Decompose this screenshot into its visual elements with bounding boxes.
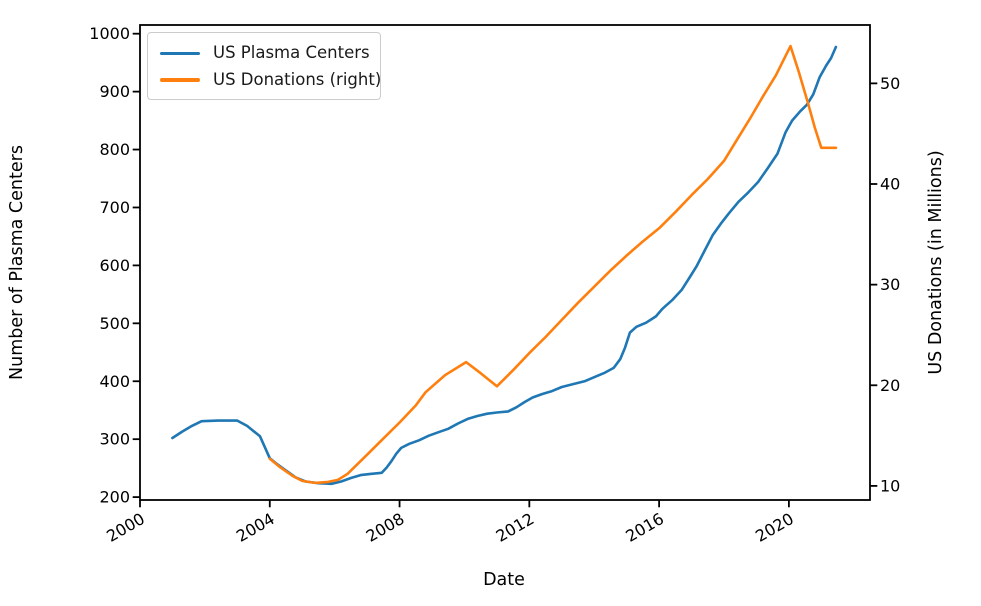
- y-tick-label-right: 30: [880, 275, 900, 294]
- legend-item-us-donations: US Donations (right): [160, 67, 381, 94]
- x-tick-label: 2016: [622, 509, 667, 546]
- legend: US Plasma Centers US Donations (right): [147, 32, 381, 100]
- legend-label: US Donations (right): [213, 69, 382, 89]
- y-tick-label-left: 600: [99, 256, 130, 275]
- series-line-us-donations-right: [268, 44, 838, 485]
- plot-area: 2000 2004 2008 2012 2016 2020 200 300 400 500 600 7…: [89, 24, 900, 546]
- x-tick-label: 2012: [493, 509, 538, 546]
- x-tick-label: 2000: [103, 509, 148, 546]
- y-tick-label-left: 500: [99, 314, 130, 333]
- series-line-us-plasma-centers: [171, 45, 838, 486]
- y-axis-label-right: US Donations (in Millions): [926, 150, 946, 374]
- y-tick-label-left: 1000: [89, 24, 130, 43]
- x-tick-label: 2004: [233, 509, 278, 546]
- y-axis-label-left: Number of Plasma Centers: [7, 145, 27, 380]
- legend-line-swatch-blue: [160, 51, 200, 55]
- x-tick-label: 2020: [752, 509, 797, 546]
- y-tick-label-left: 200: [99, 488, 130, 507]
- y-tick-label-left: 700: [99, 198, 130, 217]
- legend-label: US Plasma Centers: [213, 43, 370, 62]
- y-tick-label-right: 10: [880, 476, 900, 495]
- y-tick-label-right: 50: [880, 74, 900, 93]
- plot-border: [139, 24, 871, 501]
- legend-item-us-plasma-centers: US Plasma Centers: [160, 40, 370, 67]
- y-tick-label-left: 400: [99, 372, 130, 391]
- y-tick-label-left: 300: [99, 430, 130, 449]
- y-tick-label-right: 20: [880, 376, 900, 395]
- y-tick-label-left: 800: [99, 140, 130, 159]
- y-tick-label-left: 900: [99, 82, 130, 101]
- x-axis-label: Date: [483, 570, 525, 590]
- x-tick-label: 2008: [363, 509, 408, 546]
- y-tick-label-right: 40: [880, 175, 900, 194]
- legend-line-swatch-orange: [160, 78, 200, 82]
